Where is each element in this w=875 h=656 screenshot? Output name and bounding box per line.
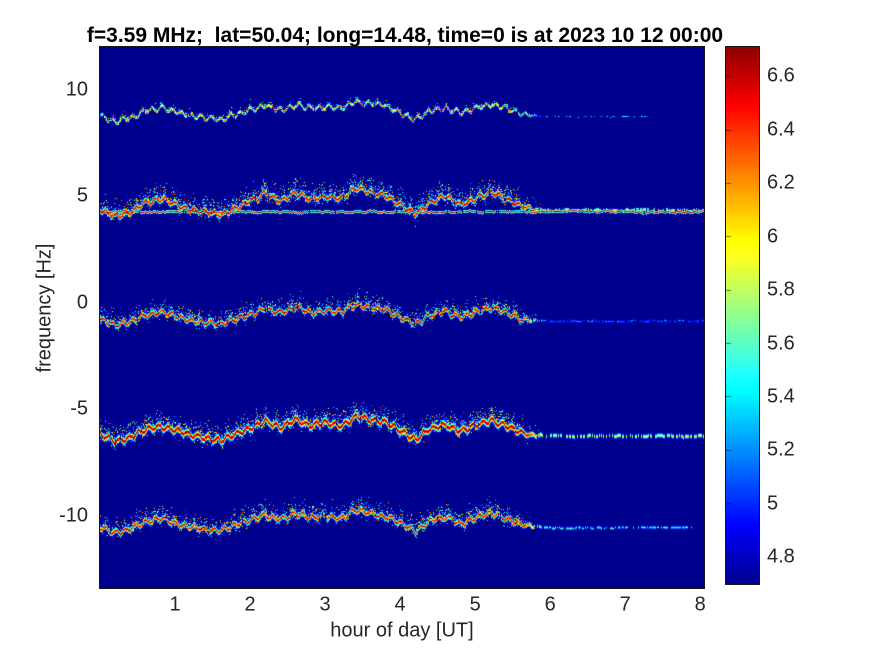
x-tick-label: 5 <box>469 593 481 616</box>
colorbar-tick-label: 6.6 <box>767 64 795 87</box>
colorbar-tick-label: 5 <box>767 492 779 515</box>
x-tick-label: 8 <box>694 593 706 616</box>
x-tick-label: 3 <box>319 593 331 616</box>
x-tick-label: 6 <box>544 593 556 616</box>
colorbar-tick-label: 4.8 <box>767 545 795 568</box>
y-tick-label: 0 <box>76 291 88 314</box>
colorbar-tick-label: 6.2 <box>767 171 795 194</box>
y-tick-label: 10 <box>65 78 88 101</box>
colorbar-tick-label: 5.2 <box>767 438 795 461</box>
y-tick-label: -5 <box>70 397 88 420</box>
colorbar-tick-label: 5.6 <box>767 332 795 355</box>
y-tick-label: 5 <box>76 184 88 207</box>
colorbar-tick-label: 5.4 <box>767 385 795 408</box>
colorbar-tick-label: 5.8 <box>767 278 795 301</box>
x-tick-label: 7 <box>619 593 631 616</box>
y-tick-label: -10 <box>59 504 88 527</box>
plot-title: f=3.59 MHz; lat=50.04; long=14.48, time=… <box>86 24 724 47</box>
colorbar-gradient <box>726 47 759 584</box>
spectrogram-image <box>100 47 704 588</box>
colorbar <box>725 46 760 585</box>
x-tick-label: 2 <box>244 593 256 616</box>
x-tick-label: 1 <box>169 593 181 616</box>
colorbar-tick-label: 6 <box>767 225 779 248</box>
x-tick-label: 4 <box>394 593 406 616</box>
plot-area <box>99 46 705 589</box>
colorbar-tick-label: 6.4 <box>767 118 795 141</box>
x-axis-label: hour of day [UT] <box>330 619 474 642</box>
